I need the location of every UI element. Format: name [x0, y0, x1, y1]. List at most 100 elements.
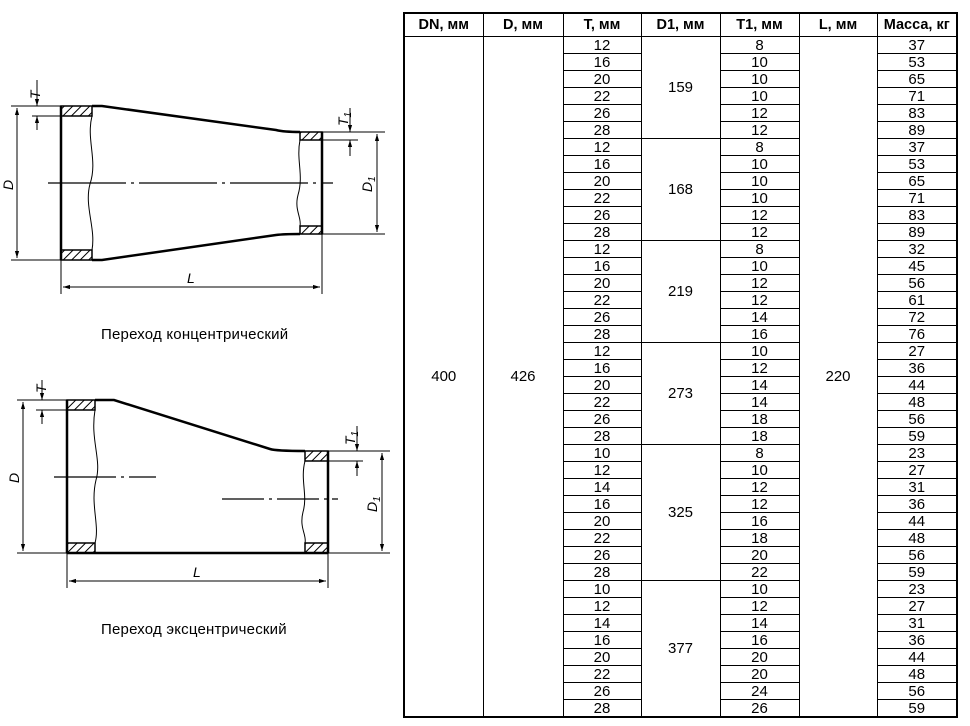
- mass-cell: 61: [876, 291, 958, 309]
- eccentric-caption: Переход эксцентрический: [101, 621, 287, 638]
- t-cell: 14: [562, 478, 642, 496]
- mass-cell: 44: [876, 512, 958, 530]
- mass-cell: 23: [876, 444, 958, 462]
- mass-cell: 56: [876, 546, 958, 564]
- table-row: 20 10 65: [404, 70, 958, 88]
- mass-cell: 83: [876, 104, 958, 122]
- t1-cell: 14: [719, 308, 800, 326]
- header-l: L, мм: [798, 12, 878, 37]
- t-cell: 12: [562, 597, 642, 615]
- mass-cell: 36: [876, 359, 958, 377]
- table-row: 28 26 59: [404, 699, 958, 718]
- table-row: 10 377 10 23: [404, 580, 958, 718]
- table-row: 28 16 76: [404, 325, 958, 343]
- label-t1: T1: [335, 112, 354, 126]
- table-row: 16 12 36: [404, 495, 958, 513]
- mass-cell: 56: [876, 410, 958, 428]
- t-cell: 20: [562, 376, 642, 394]
- t1-cell: 10: [719, 461, 800, 479]
- t1-cell: 8: [719, 138, 800, 156]
- mass-cell: 31: [876, 478, 958, 496]
- table-row: 20 10 65: [404, 172, 958, 190]
- t-cell: 22: [562, 291, 642, 309]
- d1-cell: 159: [640, 36, 721, 139]
- header-t1: T1, мм: [719, 12, 800, 37]
- t1-cell: 20: [719, 546, 800, 564]
- header-d1: D1, мм: [640, 12, 721, 37]
- t-cell: 16: [562, 495, 642, 513]
- mass-cell: 32: [876, 240, 958, 258]
- table-row: 16 10 45: [404, 257, 958, 275]
- mass-cell: 53: [876, 155, 958, 173]
- d1-cell: 219: [640, 240, 721, 343]
- table-row: 28 12 89: [404, 223, 958, 241]
- t1-cell: 12: [719, 206, 800, 224]
- reducer-drawings: T D D1 T1 L: [0, 80, 390, 588]
- t-cell: 12: [562, 240, 642, 258]
- t1-cell: 12: [719, 274, 800, 292]
- t-cell: 12: [562, 461, 642, 479]
- table-row: 26 18 56: [404, 410, 958, 428]
- t1-cell: 8: [719, 36, 800, 54]
- t-cell: 16: [562, 359, 642, 377]
- table-row: 16 16 36: [404, 631, 958, 649]
- t1-cell: 18: [719, 410, 800, 428]
- table-row: 22 20 48: [404, 665, 958, 683]
- t1-cell: 8: [719, 240, 800, 258]
- l-cell: 220: [798, 36, 878, 718]
- label-d1: D1: [364, 496, 383, 512]
- header-d: D, мм: [482, 12, 564, 37]
- t1-cell: 16: [719, 512, 800, 530]
- table-row: 26 24 56: [404, 682, 958, 700]
- table-row: 12 273 10 27: [404, 342, 958, 445]
- mass-cell: 45: [876, 257, 958, 275]
- table-row: 26 14 72: [404, 308, 958, 326]
- mass-cell: 48: [876, 393, 958, 411]
- t1-cell: 12: [719, 223, 800, 241]
- table-row: 16 10 53: [404, 53, 958, 71]
- t1-cell: 12: [719, 291, 800, 309]
- t-cell: 28: [562, 223, 642, 241]
- t-cell: 26: [562, 410, 642, 428]
- t1-cell: 8: [719, 444, 800, 462]
- t-cell: 22: [562, 393, 642, 411]
- t1-cell: 14: [719, 393, 800, 411]
- t1-cell: 10: [719, 53, 800, 71]
- mass-cell: 36: [876, 631, 958, 649]
- t-cell: 14: [562, 614, 642, 632]
- table-row: 26 12 83: [404, 206, 958, 224]
- mass-cell: 56: [876, 274, 958, 292]
- t-cell: 22: [562, 189, 642, 207]
- t1-cell: 12: [719, 597, 800, 615]
- table-row: 14 12 31: [404, 478, 958, 496]
- t1-cell: 10: [719, 257, 800, 275]
- label-l: L: [187, 270, 195, 286]
- t1-cell: 10: [719, 172, 800, 190]
- mass-cell: 89: [876, 121, 958, 139]
- mass-cell: 23: [876, 580, 958, 598]
- t1-cell: 10: [719, 580, 800, 598]
- mass-cell: 76: [876, 325, 958, 343]
- d1-cell: 168: [640, 138, 721, 241]
- t1-cell: 20: [719, 665, 800, 683]
- t1-cell: 22: [719, 563, 800, 581]
- label-t1: T1: [342, 431, 361, 445]
- d1-cell: 325: [640, 444, 721, 581]
- table-row: 28 12 89: [404, 121, 958, 139]
- table-row: 26 12 83: [404, 104, 958, 122]
- t1-cell: 12: [719, 121, 800, 139]
- t-cell: 10: [562, 444, 642, 462]
- mass-cell: 48: [876, 665, 958, 683]
- t-cell: 16: [562, 53, 642, 71]
- table-row: 20 16 44: [404, 512, 958, 530]
- table-row: 12 219 8 32: [404, 240, 958, 343]
- t-cell: 20: [562, 274, 642, 292]
- t1-cell: 12: [719, 478, 800, 496]
- mass-cell: 31: [876, 614, 958, 632]
- t1-cell: 18: [719, 529, 800, 547]
- table-row: 16 12 36: [404, 359, 958, 377]
- table-row: 22 18 48: [404, 529, 958, 547]
- mass-cell: 59: [876, 699, 958, 718]
- t-cell: 20: [562, 70, 642, 88]
- t-cell: 26: [562, 104, 642, 122]
